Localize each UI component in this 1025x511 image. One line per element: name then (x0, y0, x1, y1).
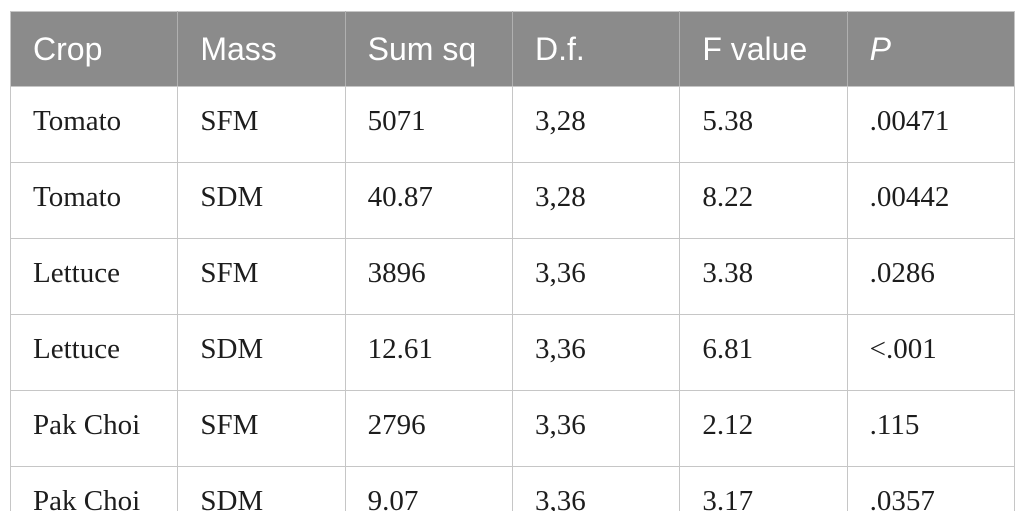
table-row: Lettuce SDM 12.61 3,36 6.81 <.001 (10, 314, 1015, 391)
cell-f-value: 3.38 (679, 238, 848, 315)
cell-mass: SDM (177, 466, 346, 511)
table-header-row: Crop Mass Sum sq D.f. F value P (10, 11, 1015, 87)
cell-crop: Tomato (10, 86, 178, 163)
cell-mass: SFM (177, 238, 346, 315)
cell-crop: Pak Choi (10, 390, 178, 467)
cell-mass: SDM (177, 314, 346, 391)
cell-p: .0357 (846, 466, 1015, 511)
cell-df: 3,36 (511, 238, 680, 315)
column-header-p: P (846, 11, 1015, 87)
cell-sum-sq: 5071 (344, 86, 513, 163)
cell-p: .115 (846, 390, 1015, 467)
cell-df: 3,28 (511, 86, 680, 163)
cell-df: 3,36 (511, 466, 680, 511)
table-row: Tomato SDM 40.87 3,28 8.22 .00442 (10, 162, 1015, 239)
cell-p: <.001 (846, 314, 1015, 391)
cell-sum-sq: 9.07 (344, 466, 513, 511)
column-header-df: D.f. (511, 11, 680, 87)
cell-crop: Lettuce (10, 238, 178, 315)
anova-results-table: Crop Mass Sum sq D.f. F value P Tomato S… (10, 11, 1015, 511)
table-row: Pak Choi SFM 2796 3,36 2.12 .115 (10, 390, 1015, 467)
cell-crop: Tomato (10, 162, 178, 239)
cell-crop: Lettuce (10, 314, 178, 391)
cell-sum-sq: 2796 (344, 390, 513, 467)
cell-df: 3,36 (511, 314, 680, 391)
table-row: Pak Choi SDM 9.07 3,36 3.17 .0357 (10, 466, 1015, 511)
table-row: Tomato SFM 5071 3,28 5.38 .00471 (10, 86, 1015, 163)
cell-df: 3,36 (511, 390, 680, 467)
cell-f-value: 2.12 (679, 390, 848, 467)
column-header-f-value: F value (679, 11, 848, 87)
cell-sum-sq: 3896 (344, 238, 513, 315)
cell-p: .00471 (846, 86, 1015, 163)
cell-f-value: 5.38 (679, 86, 848, 163)
cell-mass: SDM (177, 162, 346, 239)
cell-mass: SFM (177, 86, 346, 163)
cell-sum-sq: 40.87 (344, 162, 513, 239)
cell-f-value: 6.81 (679, 314, 848, 391)
cell-f-value: 3.17 (679, 466, 848, 511)
cell-p: .00442 (846, 162, 1015, 239)
table-row: Lettuce SFM 3896 3,36 3.38 .0286 (10, 238, 1015, 315)
cell-df: 3,28 (511, 162, 680, 239)
cell-sum-sq: 12.61 (344, 314, 513, 391)
cell-f-value: 8.22 (679, 162, 848, 239)
cell-crop: Pak Choi (10, 466, 178, 511)
column-header-sum-sq: Sum sq (344, 11, 513, 87)
table-body: Tomato SFM 5071 3,28 5.38 .00471 Tomato … (10, 86, 1015, 511)
cell-p: .0286 (846, 238, 1015, 315)
column-header-mass: Mass (177, 11, 346, 87)
column-header-crop: Crop (10, 11, 178, 87)
cell-mass: SFM (177, 390, 346, 467)
